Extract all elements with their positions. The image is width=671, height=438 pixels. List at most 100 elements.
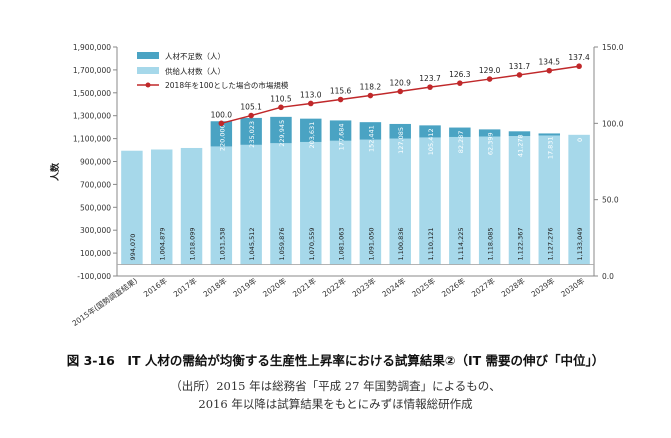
x-tick-label: 2023年 [350,275,378,299]
x-tick-label: 2021年 [290,275,318,299]
supply-bar [150,149,173,265]
bar-label-layer: 994,070 1,004,879 1,018,099 1,031,538 1,045,… [129,120,584,261]
supply-value-label: 1,070,559 [308,227,316,260]
source-note-line-1: （出所）2015 年は総務省「平成 27 年国勢調査」によるもの、 [170,379,501,393]
y-tick-label: 1,300,000 [73,112,111,121]
shortage-value-label: 220,000 [218,124,226,151]
market-size-point [516,72,523,78]
market-size-point [278,104,284,111]
x-tick-label: 2025年 [410,275,438,299]
supply-value-label: 1,114,225 [457,227,465,260]
shortage-bar [240,117,262,145]
supply-value-label: 1,091,050 [367,227,375,260]
supply-bar [270,143,292,265]
shortage-bar [389,123,411,139]
x-tick-label: 2017年 [171,275,199,299]
shortage-value-label: 235,023 [248,121,256,148]
legend-label-supply: 供給人材数（人） [165,66,225,76]
shortage-bar [419,125,441,138]
shortage-value-label: 17,831 [546,136,554,159]
shortage-bar [508,131,531,137]
y-tick-label: 1,500,000 [73,89,111,98]
shortage-bar [270,116,292,144]
supply-bar [389,138,411,265]
supply-value-label: 1,004,879 [159,227,167,260]
shortage-bar [449,127,471,137]
supply-bar [419,137,441,265]
market-size-point [427,84,433,90]
supply-bar [210,146,233,265]
x-tick-label: 2018年 [201,275,229,299]
market-size-label: 120.9 [389,78,411,87]
shortage-value-label: 0 [576,138,584,142]
supply-value-label: 1,133,049 [576,227,584,260]
legend: 人材不足数（人） 供給人材数（人） 2018年を100とした場合の市場規模 [137,51,289,90]
supply-bar [240,144,262,265]
shortage-bar [538,133,561,136]
market-size-point [457,80,463,86]
supply-bar [359,139,382,265]
y-tick-label: -100,000 [77,272,111,281]
supply-value-label: 1,059,876 [278,227,286,260]
legend-label-market: 2018年を100とした場合の市場規模 [165,80,289,90]
shortage-bar [359,122,382,140]
x-tick-label: 2030年 [559,275,587,299]
supply-bar [568,134,590,265]
x-tick-label: 2016年 [141,275,169,299]
shortage-value-label: 229,945 [278,120,286,147]
market-size-label: 134.5 [539,58,561,67]
supply-bar [121,150,143,265]
market-size-point [486,76,493,82]
supply-value-label: 1,031,538 [218,227,226,260]
supply-value-label: 1,018,099 [189,227,197,260]
supply-value-label: 1,081,063 [338,227,346,260]
supply-bar [180,147,203,265]
y2-tick-label: 100.0 [602,119,624,128]
shortage-value-label: 62,399 [487,132,495,155]
y2-tick-label: 50.0 [602,196,619,205]
supply-value-label: 994,070 [129,234,137,261]
market-size-label: 100.0 [211,110,233,119]
y-tick-label: 1,900,000 [73,43,111,52]
market-size-point [337,96,344,103]
market-size-label: 131.7 [509,62,531,71]
market-size-point [218,120,225,127]
x-tick-label: 2019年 [231,275,259,299]
x-tick-label: 2015年(国勢調査結果) [70,275,139,328]
x-tick-label: 2024年 [380,275,408,299]
legend-swatch-shortage [137,52,159,59]
shortage-value-label: 105,412 [427,128,435,155]
market-size-label: 126.3 [449,70,471,79]
market-size-label: 137.4 [568,53,590,62]
supply-bar [478,136,501,265]
supply-value-label: 1,110,121 [427,227,435,260]
y-tick-label: 900,000 [80,158,111,167]
market-size-point [248,112,254,119]
market-size-label: 105.1 [240,103,262,112]
shortage-bar [300,118,322,142]
supply-bar [449,136,471,265]
supply-bar [538,135,561,265]
market-size-point [307,100,314,107]
supply-value-label: 1,100,836 [397,227,405,260]
shortage-value-label: 203,631 [308,122,316,149]
x-tick-label: 2022年 [320,275,348,299]
market-size-point [397,88,404,95]
supply-value-label: 1,118,085 [487,227,495,260]
legend-swatch-market-point [145,82,151,88]
shortage-bar [210,121,233,147]
market-size-point [546,67,553,74]
shortage-value-label: 152,441 [367,125,375,152]
supply-bar [508,136,531,265]
y-axis-title: 人数 [49,162,61,182]
supply-bar [300,141,322,265]
supply-value-label: 1,045,512 [248,227,256,260]
market-size-point [576,63,582,70]
legend-label-shortage: 人材不足数（人） [165,51,225,61]
bar-layer [121,116,590,265]
x-tick-label: 2020年 [261,275,289,299]
shortage-value-label: 177,684 [338,123,346,150]
shortage-bar [329,120,352,141]
x-tick-label: 2028年 [499,275,527,299]
y2-tick-label: 0.0 [602,272,614,281]
